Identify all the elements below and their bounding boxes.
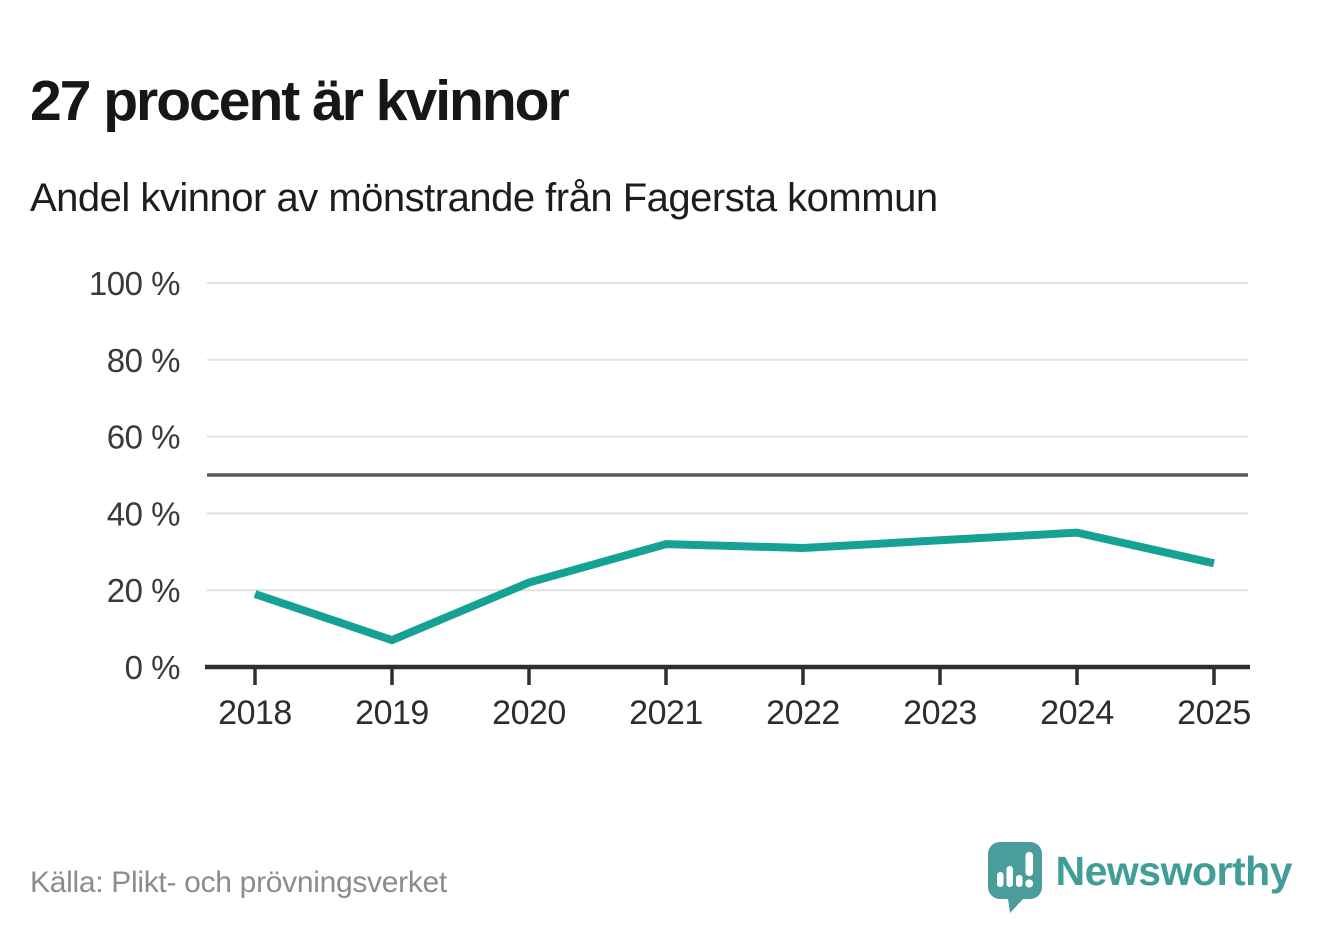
chart-subtitle: Andel kvinnor av mönstrande från Fagerst…	[30, 176, 938, 220]
y-tick-label: 20 %	[107, 572, 180, 609]
series-line	[253, 528, 1215, 645]
x-tick-label: 2022	[766, 694, 840, 732]
x-tick-label: 2021	[629, 694, 703, 732]
y-tick-label: 80 %	[107, 342, 180, 379]
y-tick-label: 40 %	[107, 495, 180, 532]
x-tick-label: 2019	[355, 694, 429, 732]
x-tick-label: 2023	[903, 694, 977, 732]
y-tick-label: 100 %	[89, 265, 180, 302]
exclamation-dot	[1024, 879, 1033, 888]
exclamation-icon	[1025, 852, 1033, 876]
bar-icon	[1015, 875, 1022, 887]
x-tick-label: 2024	[1040, 694, 1114, 732]
chart-title: 27 procent är kvinnor	[30, 69, 570, 134]
speech-bubble-shape	[987, 842, 1042, 913]
x-tick-label: 2025	[1177, 694, 1251, 732]
bar-icon	[996, 872, 1003, 887]
y-tick-label: 0 %	[125, 649, 181, 686]
x-tick-label: 2018	[218, 694, 292, 732]
y-tick-label: 60 %	[107, 419, 180, 456]
newsworthy-logo-icon	[987, 842, 1042, 913]
source-note: Källa: Plikt- och prövningsverket	[30, 866, 447, 899]
brand-name: Newsworthy	[1055, 847, 1293, 894]
bar-icon	[1006, 866, 1013, 887]
x-tick-label: 2020	[492, 694, 566, 732]
brand-lockup: Newsworthy	[987, 841, 1293, 913]
